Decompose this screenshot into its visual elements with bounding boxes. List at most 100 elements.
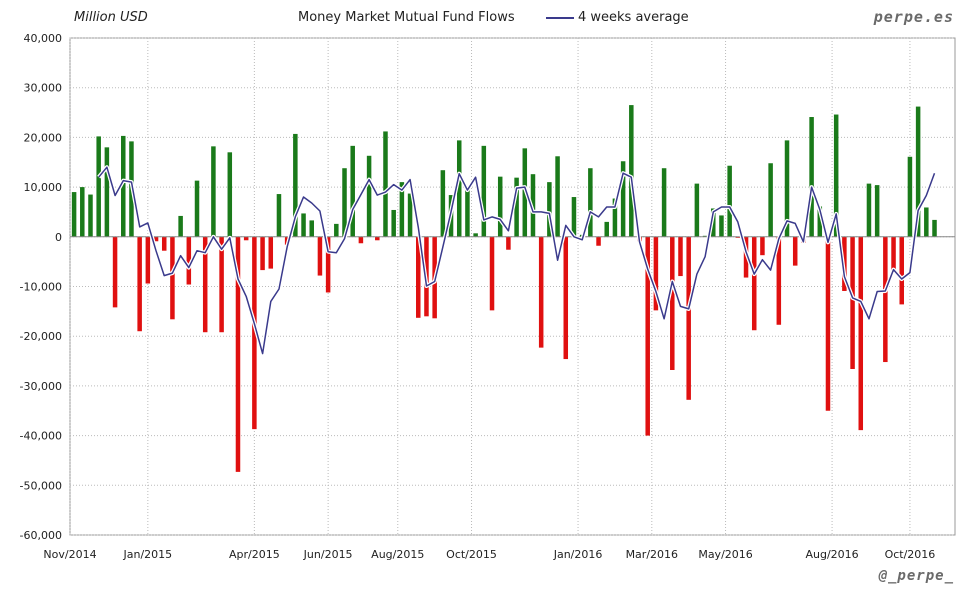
y-tick-label: -50,000: [20, 479, 62, 492]
flow-bar: [334, 223, 339, 237]
legend-label: 4 weeks average: [578, 10, 689, 25]
flow-bar: [866, 183, 872, 237]
x-tick-label: Oct/2015: [446, 548, 497, 561]
x-tick-label: Mar/2016: [626, 548, 678, 561]
flow-bar: [366, 155, 372, 237]
x-tick-label: Jan/2015: [123, 548, 173, 561]
flow-bar: [661, 168, 667, 237]
y-tick-label: -30,000: [20, 380, 62, 393]
flow-bar: [194, 180, 200, 237]
flow-bar: [596, 236, 601, 246]
flow-bar: [899, 236, 904, 305]
y-tick-label: 0: [55, 231, 62, 244]
flow-bar: [202, 236, 208, 333]
flow-bar: [850, 236, 855, 370]
flow-bar: [784, 140, 790, 237]
average-line-layer: [97, 165, 937, 356]
flow-bar: [932, 219, 937, 237]
flow-bar: [276, 194, 282, 237]
y-tick-label: 20,000: [24, 131, 63, 144]
flow-bar: [71, 192, 77, 237]
flow-bar: [924, 207, 929, 237]
flow-bar: [907, 156, 913, 237]
flow-bar: [612, 198, 618, 237]
x-tick-label: Apr/2015: [229, 548, 280, 561]
flow-bar: [506, 236, 511, 250]
flow-bar: [342, 168, 347, 237]
flow-bar: [473, 233, 478, 237]
x-tick-label: Aug/2015: [371, 548, 424, 561]
brand-watermark: perpe.es: [873, 8, 954, 26]
flow-bar: [719, 215, 724, 237]
flow-bar: [874, 185, 880, 237]
flow-bar: [104, 147, 110, 237]
flow-bar: [301, 213, 306, 237]
flow-bar: [268, 236, 274, 269]
flow-bar: [112, 236, 118, 308]
flow-bar: [96, 136, 101, 237]
flow-bar: [235, 236, 241, 472]
flow-bar: [252, 236, 257, 430]
flow-bar: [604, 221, 609, 237]
flow-bar: [325, 236, 331, 293]
flow-bar: [391, 209, 396, 237]
flow-bar: [825, 236, 831, 411]
flow-bar: [350, 145, 355, 237]
flow-bar: [768, 163, 773, 237]
flow-bar: [760, 236, 765, 256]
flow-bar: [686, 236, 691, 400]
x-tick-label: Jun/2015: [303, 548, 353, 561]
flow-bar: [645, 236, 650, 436]
flow-bar: [211, 146, 216, 237]
flow-bar: [383, 131, 388, 237]
unit-label: Million USD: [74, 10, 148, 25]
chart-title: Money Market Mutual Fund Flows: [298, 10, 515, 25]
flow-bar: [399, 182, 405, 237]
flow-bar: [653, 236, 659, 311]
flow-bar: [620, 161, 626, 237]
flow-bar: [161, 236, 167, 251]
x-tick-label: Aug/2016: [805, 548, 858, 561]
y-tick-label: -60,000: [20, 529, 62, 542]
flow-bar: [915, 106, 921, 237]
flow-bar: [776, 236, 782, 325]
flow-bar: [514, 177, 519, 237]
flow-bar: [80, 187, 85, 237]
flow-bar: [497, 176, 503, 237]
flow-bar: [407, 193, 413, 237]
flow-bar: [547, 182, 552, 237]
flow-bar: [440, 170, 446, 237]
flow-bar: [727, 165, 732, 237]
flow-bar: [670, 236, 675, 370]
flow-bar: [227, 152, 233, 237]
flow-bar: [751, 236, 757, 331]
flow-bar: [489, 236, 495, 311]
x-tick-label: Oct/2016: [885, 548, 936, 561]
flow-bar: [137, 236, 142, 332]
flow-bar: [309, 220, 314, 237]
flow-bar: [465, 189, 470, 237]
y-tick-label: -40,000: [20, 430, 62, 443]
y-axis-labels: 40,000 30,000 20,000 10,000 0 -10,000 -20,000 -…: [20, 32, 62, 542]
grid-layer: [69, 37, 955, 536]
x-tick-label: Jan/2016: [553, 548, 603, 561]
flow-bar: [678, 236, 683, 277]
flow-bar: [178, 215, 183, 237]
flow-bar: [883, 236, 888, 363]
flow-bar: [629, 105, 634, 237]
y-tick-label: 30,000: [24, 82, 63, 95]
x-tick-label: May/2016: [698, 548, 752, 561]
flow-bar: [694, 183, 700, 237]
flow-bar: [588, 168, 593, 237]
author-handle: @_perpe_: [878, 568, 954, 584]
flow-bar: [563, 236, 569, 360]
flow-bar: [121, 135, 126, 237]
y-tick-label: -20,000: [20, 330, 62, 343]
flow-bar: [145, 236, 151, 284]
flow-bar: [293, 133, 298, 237]
legend: 4 weeks average: [546, 10, 689, 25]
flow-bar: [817, 206, 823, 237]
flow-bar: [186, 236, 192, 285]
y-tick-label: -10,000: [20, 281, 62, 294]
